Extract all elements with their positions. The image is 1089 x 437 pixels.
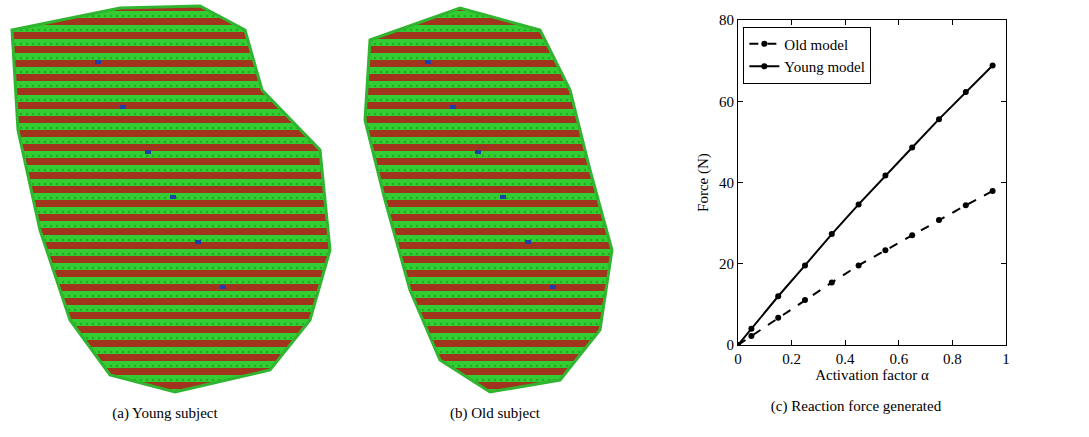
svg-text:0: 0	[727, 337, 735, 353]
svg-text:Activation factor α: Activation factor α	[815, 367, 929, 383]
svg-text:20: 20	[719, 256, 734, 272]
html-text:(c) Reaction force generated: (c) Reaction force generated	[770, 398, 942, 414]
svg-text:Force (N): Force (N)	[695, 153, 712, 212]
svg-text:40: 40	[719, 175, 734, 191]
svg-text:(a) Young subject: (a) Young subject	[112, 405, 218, 422]
svg-text:0.4: 0.4	[836, 351, 855, 367]
svg-text:0.2: 0.2	[782, 351, 801, 367]
svg-text:0: 0	[734, 351, 742, 367]
svg-text:80: 80	[719, 12, 734, 28]
svg-text:60: 60	[719, 94, 734, 110]
svg-text:1: 1	[1002, 351, 1010, 367]
svg-text:Young model: Young model	[784, 59, 865, 75]
svg-text:0.6: 0.6	[889, 351, 908, 367]
svg-text:Old model: Old model	[784, 37, 848, 53]
svg-text:0.8: 0.8	[943, 351, 962, 367]
svg-text:(b) Old subject: (b) Old subject	[450, 405, 541, 422]
